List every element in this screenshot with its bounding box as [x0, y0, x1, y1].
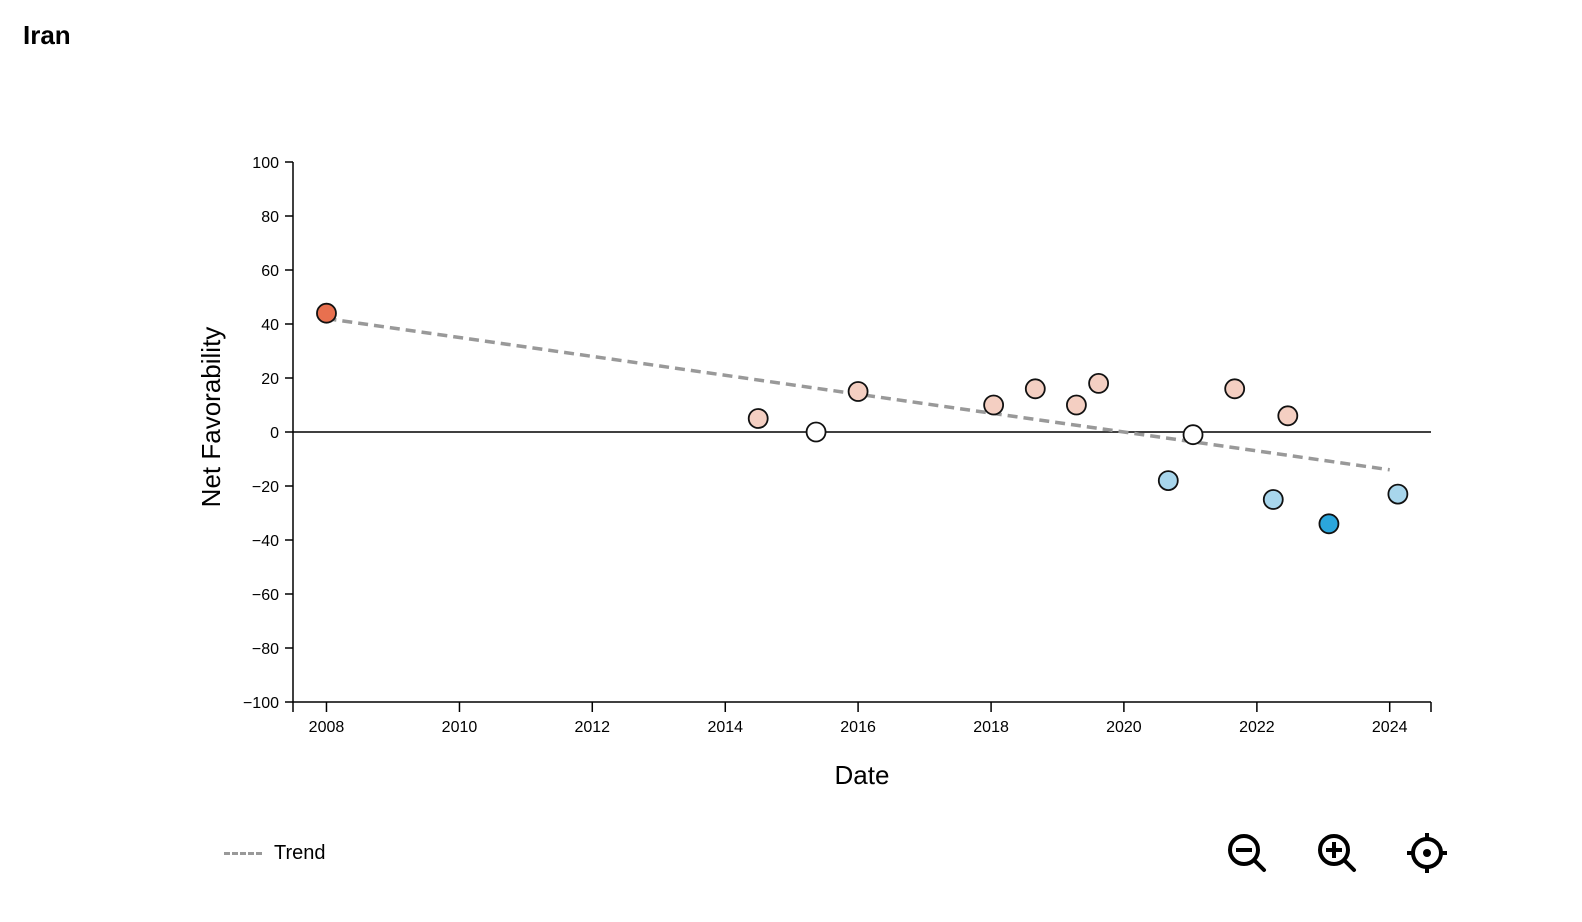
- y-tick-label: 0: [270, 425, 279, 442]
- data-point[interactable]: [1318, 513, 1340, 535]
- x-tick-label: 2012: [574, 719, 610, 736]
- data-point[interactable]: [316, 302, 337, 324]
- data-point[interactable]: [1387, 483, 1409, 505]
- data-point[interactable]: [1224, 378, 1246, 400]
- y-tick-label: −40: [252, 533, 279, 550]
- trend-legend-label: Trend: [274, 842, 326, 864]
- data-point[interactable]: [1024, 378, 1046, 400]
- data-point[interactable]: [847, 381, 869, 402]
- y-tick-label: 60: [261, 263, 279, 280]
- axes: 100 80 60 40 20 0 −20 −40 −60 −80 −100 2008 2010 2012…: [243, 155, 1432, 736]
- zoom-out-icon[interactable]: [1226, 832, 1268, 874]
- x-tick-label: 2016: [840, 719, 876, 736]
- data-point[interactable]: [983, 394, 1005, 416]
- y-tick-label: −60: [252, 587, 279, 604]
- x-tick-label: 2020: [1106, 719, 1142, 736]
- data-point[interactable]: [1157, 470, 1179, 492]
- y-axis-title: Net Favorability: [196, 327, 226, 508]
- x-tick-label: 2014: [707, 719, 743, 736]
- y-tick-label: 40: [261, 317, 279, 334]
- zoom-in-icon[interactable]: [1316, 832, 1358, 874]
- legend: Trend: [224, 842, 326, 865]
- y-tick-label: 100: [252, 155, 279, 172]
- x-tick-label: 2022: [1239, 719, 1275, 736]
- data-point[interactable]: [747, 408, 769, 429]
- x-tick-label: 2010: [442, 719, 478, 736]
- data-point[interactable]: [805, 421, 827, 443]
- chart-title: Iran: [23, 20, 71, 50]
- chart-controls: [1226, 832, 1448, 874]
- y-tick-label: −80: [252, 641, 279, 658]
- y-tick-label: −100: [243, 695, 279, 712]
- x-tick-label: 2024: [1372, 719, 1408, 736]
- x-tick-label: 2008: [309, 719, 345, 736]
- data-point[interactable]: [1182, 424, 1204, 446]
- data-point[interactable]: [1277, 405, 1299, 427]
- data-point[interactable]: [1262, 489, 1284, 510]
- recenter-icon[interactable]: [1406, 832, 1448, 874]
- x-tick-label: 2018: [973, 719, 1009, 736]
- points-layer: [316, 302, 1409, 535]
- y-tick-label: −20: [252, 479, 279, 496]
- y-tick-label: 20: [261, 371, 279, 388]
- x-axis-title: Date: [835, 760, 890, 790]
- trend-legend-swatch: [224, 852, 262, 855]
- data-point[interactable]: [1088, 372, 1110, 394]
- y-tick-label: 80: [261, 209, 279, 226]
- data-point[interactable]: [1066, 394, 1087, 416]
